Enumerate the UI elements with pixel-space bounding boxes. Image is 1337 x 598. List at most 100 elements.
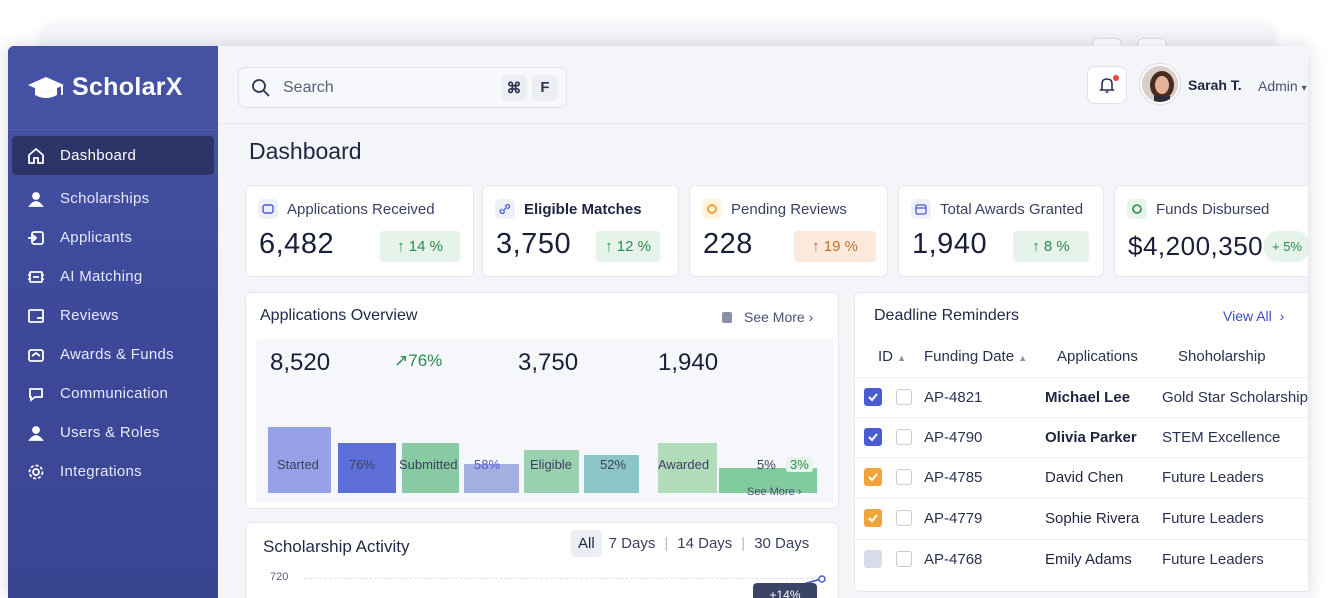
sidebar-item-label: Users & Roles bbox=[60, 424, 160, 441]
see-more-link[interactable]: See More › bbox=[722, 309, 813, 325]
stat-change-badge: ↑ 19 % bbox=[794, 231, 876, 262]
row-secondary-checkbox[interactable] bbox=[896, 551, 912, 567]
row-checkbox[interactable] bbox=[864, 428, 882, 446]
tab-all[interactable]: All bbox=[571, 530, 602, 557]
column-scholarship[interactable]: Shoholarship bbox=[1178, 348, 1266, 365]
user-name: Sarah T. bbox=[1188, 77, 1242, 93]
label-submitted: Submitted bbox=[399, 457, 458, 472]
row-checkbox[interactable] bbox=[864, 550, 882, 568]
stat-card-awards[interactable]: Total Awards Granted 1,940 ↑ 8 % bbox=[898, 185, 1104, 277]
check-icon bbox=[868, 393, 878, 402]
row-secondary-checkbox[interactable] bbox=[896, 510, 912, 526]
search-input[interactable]: Search ⌘ F bbox=[238, 67, 567, 108]
page-title: Dashboard bbox=[249, 138, 362, 164]
stat-change-badge: + 5% bbox=[1264, 231, 1308, 262]
label-3: 3% bbox=[786, 457, 813, 472]
sidebar-item-integrations[interactable]: Integrations bbox=[8, 452, 218, 491]
sidebar-item-label: Communication bbox=[60, 385, 169, 402]
stat-card-applications[interactable]: Applications Received 6,482 ↑ 14 % bbox=[245, 185, 474, 277]
sidebar-item-reviews[interactable]: Reviews bbox=[8, 296, 218, 335]
stat-card-pending[interactable]: Pending Reviews 228 ↑ 19 % bbox=[689, 185, 888, 277]
stat-label: Funds Disbursed bbox=[1127, 199, 1269, 219]
search-icon bbox=[252, 78, 270, 97]
stat-label-text: Total Awards Granted bbox=[940, 200, 1084, 218]
sidebar-item-dashboard[interactable]: Dashboard bbox=[12, 136, 214, 175]
row-secondary-checkbox[interactable] bbox=[896, 429, 912, 445]
chart-bar-4[interactable] bbox=[524, 450, 579, 493]
sidebar-item-awards-funds[interactable]: Awards & Funds bbox=[8, 335, 218, 374]
row-applicant: David Chen bbox=[1045, 469, 1124, 486]
stat-card-funds[interactable]: Funds Disbursed $4,200,350 + 5% bbox=[1114, 185, 1308, 277]
notifications-button[interactable] bbox=[1087, 66, 1127, 104]
chart-bar-2[interactable] bbox=[402, 443, 459, 493]
trend-up-icon: ↗ bbox=[394, 351, 409, 370]
chart-bar-7[interactable] bbox=[719, 468, 817, 493]
table-row[interactable]: AP-4821 Michael Lee Gold Star Scholarship bbox=[854, 377, 1308, 417]
chart-bar-5[interactable] bbox=[584, 455, 639, 493]
row-applicant: Olivia Parker bbox=[1045, 429, 1137, 446]
row-secondary-checkbox[interactable] bbox=[896, 469, 912, 485]
recycle-money-icon bbox=[1127, 199, 1147, 219]
chart-bar-6[interactable] bbox=[658, 443, 717, 493]
row-id: AP-4779 bbox=[924, 510, 983, 527]
table-row[interactable]: AP-4785 David Chen Future Leaders bbox=[854, 457, 1308, 497]
tab-30-days[interactable]: 30 Days bbox=[754, 535, 810, 552]
tab-separator: | bbox=[741, 535, 746, 552]
column-label: Applications bbox=[1057, 348, 1138, 365]
label-awarded: Awarded bbox=[658, 457, 710, 472]
table-row[interactable]: AP-4768 Emily Adams Future Leaders bbox=[854, 539, 1308, 579]
chevron-right-icon: › bbox=[797, 486, 802, 498]
column-label: ID bbox=[878, 348, 893, 365]
bell-icon bbox=[1099, 78, 1115, 93]
user-group-icon bbox=[26, 189, 46, 209]
tab-14-days[interactable]: 14 Days bbox=[677, 535, 733, 552]
sidebar-item-communication[interactable]: Communication bbox=[8, 374, 218, 413]
column-label: Funding Date bbox=[924, 348, 1015, 365]
stat-value: 1,940 bbox=[912, 228, 988, 260]
avatar[interactable] bbox=[1140, 64, 1180, 104]
column-applications[interactable]: Applications bbox=[1057, 348, 1138, 365]
sidebar-item-label: Integrations bbox=[60, 463, 142, 480]
row-scholarship: STEM Excellence bbox=[1162, 429, 1281, 446]
topbar: Search ⌘ F Sarah T. Admin ▾ bbox=[218, 46, 1308, 124]
link-icon bbox=[495, 199, 515, 219]
column-label: Shoholarship bbox=[1178, 348, 1266, 365]
tab-7-days[interactable]: 7 Days bbox=[608, 535, 656, 552]
pending-icon bbox=[702, 199, 722, 219]
sidebar-item-applicants[interactable]: Applicants bbox=[8, 218, 218, 257]
user-role-dropdown[interactable]: Admin ▾ bbox=[1258, 78, 1307, 94]
tab-separator: | bbox=[664, 535, 669, 552]
ai-icon bbox=[26, 267, 46, 287]
sidebar-item-users-roles[interactable]: Users & Roles bbox=[8, 413, 218, 452]
row-checkbox[interactable] bbox=[864, 388, 882, 406]
label-58: 58% bbox=[474, 457, 501, 472]
view-all-link[interactable]: View All › bbox=[1223, 308, 1284, 324]
table-row[interactable]: AP-4790 Olivia Parker STEM Excellence bbox=[854, 417, 1308, 457]
stat-card-eligible[interactable]: Eligible Matches 3,750 ↑ 12 % bbox=[482, 185, 679, 277]
sidebar-item-scholarships[interactable]: Scholarships bbox=[8, 179, 218, 218]
stat-value: 6,482 bbox=[259, 228, 335, 260]
brand[interactable]: ScholarX bbox=[8, 46, 218, 130]
lock-icon bbox=[722, 312, 732, 323]
chart-bar-0[interactable] bbox=[268, 427, 331, 493]
stat-label-text: Funds Disbursed bbox=[1156, 200, 1270, 218]
row-checkbox[interactable] bbox=[864, 468, 882, 486]
see-more-bottom-link[interactable]: See More › bbox=[747, 486, 801, 498]
column-id[interactable]: ID ▲ bbox=[878, 348, 906, 365]
label-5: 5% bbox=[757, 457, 776, 472]
figure-eligible: 3,750 bbox=[518, 349, 579, 376]
chart-bar-3[interactable] bbox=[464, 464, 519, 493]
sidebar: ScholarX Dashboard Scholarships Applican… bbox=[8, 46, 218, 598]
table-row[interactable]: AP-4779 Sophie Rivera Future Leaders bbox=[854, 498, 1308, 538]
figure-started: 8,520 bbox=[270, 349, 331, 376]
column-funding-date[interactable]: Funding Date ▲ bbox=[924, 348, 1027, 365]
row-applicant: Sophie Rivera bbox=[1045, 510, 1140, 527]
row-applicant: Michael Lee bbox=[1045, 389, 1131, 406]
chart-bar-1[interactable] bbox=[338, 443, 396, 493]
row-checkbox[interactable] bbox=[864, 509, 882, 527]
sidebar-item-ai-matching[interactable]: AI Matching bbox=[8, 257, 218, 296]
applications-bar-chart bbox=[268, 427, 817, 493]
row-secondary-checkbox[interactable] bbox=[896, 389, 912, 405]
stat-value: $4,200,350 bbox=[1128, 231, 1264, 261]
chat-icon bbox=[26, 384, 46, 404]
